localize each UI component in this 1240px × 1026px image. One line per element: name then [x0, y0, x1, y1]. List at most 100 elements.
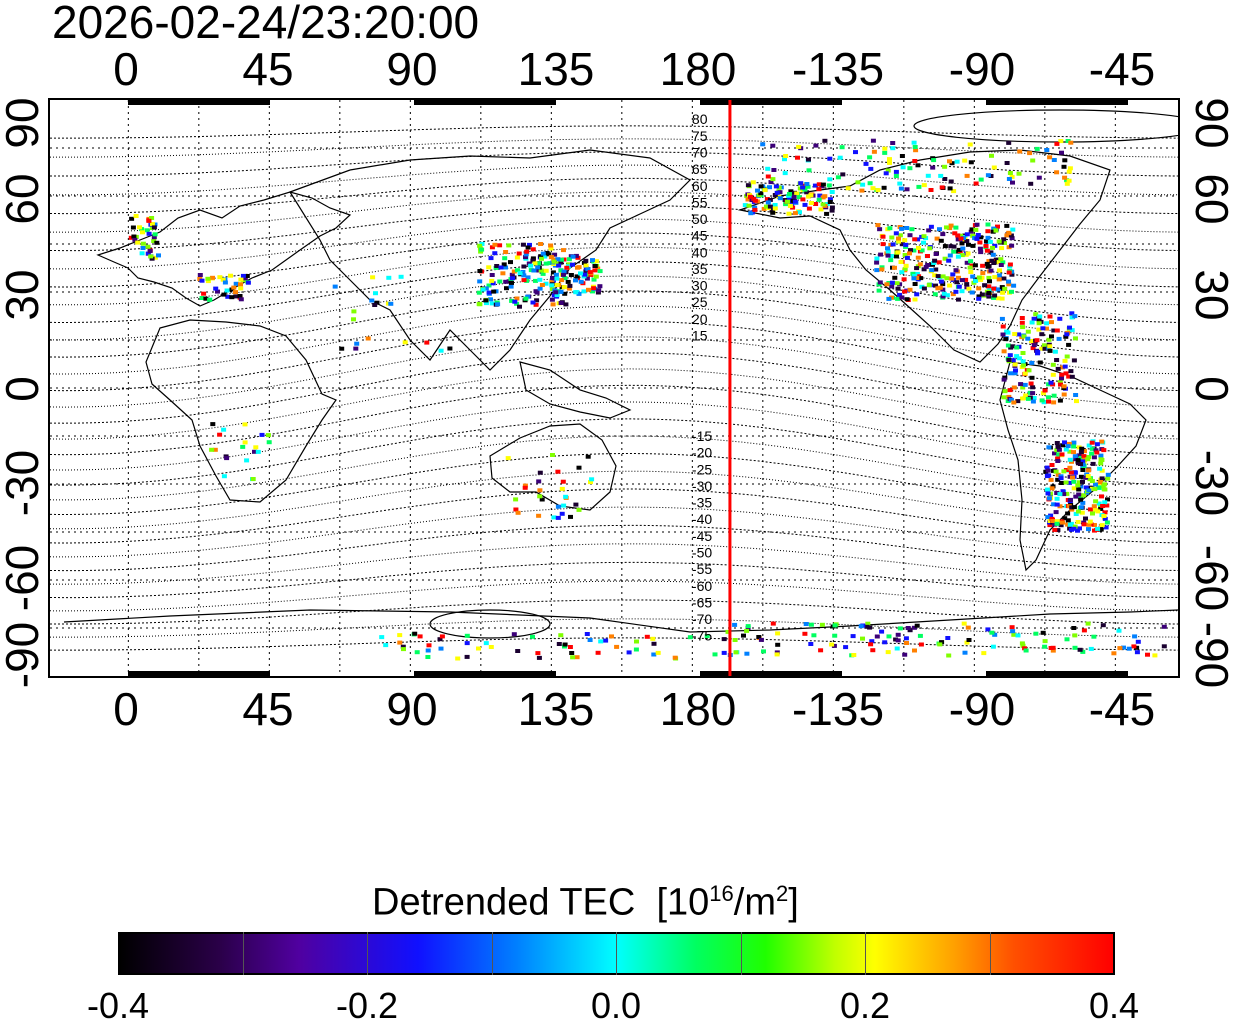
tec-sample: [486, 290, 492, 295]
tec-sample: [250, 477, 256, 481]
tec-sample: [573, 502, 579, 507]
tec-sample: [917, 262, 923, 267]
tec-sample: [145, 251, 151, 256]
tec-sample: [970, 274, 976, 279]
tec-sample: [238, 282, 243, 287]
tec-sample: [1016, 356, 1022, 361]
tec-sample: [1054, 502, 1060, 507]
tec-sample: [489, 273, 495, 277]
tec-sample: [135, 240, 141, 245]
tec-sample: [756, 635, 762, 639]
tec-sample: [351, 317, 356, 322]
tec-sample: [489, 278, 495, 283]
tec-sample: [953, 289, 959, 294]
tec-sample: [550, 270, 556, 275]
tec-sample: [593, 274, 599, 279]
tec-sample: [879, 629, 885, 634]
tec-sample: [915, 163, 921, 168]
tec-sample: [1075, 520, 1081, 524]
tec-sample: [1091, 455, 1097, 460]
tec-sample: [593, 259, 599, 264]
tec-sample: [1048, 513, 1054, 518]
tec-sample: [1064, 491, 1070, 496]
tec-sample: [581, 260, 587, 265]
tec-sample: [802, 187, 808, 192]
tec-sample: [583, 263, 589, 268]
tec-sample: [559, 486, 565, 491]
tec-sample: [732, 622, 738, 627]
contour-label: -45: [692, 528, 712, 544]
tec-sample: [1047, 344, 1053, 349]
tec-sample: [242, 422, 248, 427]
tec-sample: [1054, 328, 1060, 333]
tec-sample: [774, 190, 780, 195]
tec-sample: [845, 186, 851, 191]
tec-sample: [985, 235, 991, 240]
colorbar-unit-suffix: ]: [788, 881, 799, 924]
tec-sample: [537, 470, 543, 475]
tec-sample: [1002, 389, 1008, 394]
tec-sample: [899, 226, 905, 231]
tec-sample: [875, 188, 881, 193]
tec-sample: [887, 157, 892, 162]
tec-sample: [644, 634, 650, 639]
tec-sample: [933, 283, 938, 288]
tec-sample: [985, 229, 991, 234]
tec-sample: [912, 297, 918, 302]
tec-sample: [893, 231, 899, 236]
tec-sample: [1055, 472, 1061, 477]
tec-sample: [903, 242, 909, 247]
tec-sample: [555, 504, 561, 509]
colorbar-title: Detrended TEC [1016/m2]: [372, 872, 799, 925]
tec-sample: [551, 259, 557, 264]
tec-sample: [958, 236, 964, 241]
tec-sample: [1025, 396, 1031, 401]
tec-sample: [732, 638, 738, 642]
tec-sample: [761, 649, 766, 654]
top-lon-tick: 0: [113, 43, 139, 95]
tec-sample: [553, 272, 559, 277]
tec-sample: [1007, 262, 1013, 267]
tec-sample: [149, 222, 155, 226]
tec-sample: [1079, 446, 1085, 451]
tec-sample: [1009, 236, 1015, 241]
tec-sample: [1006, 231, 1012, 236]
bottom-lon-tick: 0: [113, 683, 139, 735]
tec-sample: [549, 297, 555, 302]
tec-sample: [1063, 334, 1069, 339]
tec-sample: [1051, 400, 1057, 405]
right-lat-tick: -90: [1186, 621, 1238, 689]
tec-sample: [942, 256, 948, 261]
tec-sample: [500, 271, 506, 276]
tec-sample: [829, 208, 835, 213]
tec-sample: [907, 166, 913, 171]
tec-sample: [1064, 181, 1070, 186]
tec-sample: [595, 650, 601, 655]
tec-sample: [222, 280, 228, 285]
tec-sample: [903, 636, 909, 641]
tec-sample: [1019, 641, 1025, 646]
tec-sample: [1019, 316, 1025, 320]
tec-sample: [762, 188, 768, 193]
tec-sample: [1022, 382, 1028, 387]
tec-sample: [745, 197, 751, 202]
tec-sample: [772, 203, 778, 207]
tec-sample: [893, 169, 899, 174]
tec-sample: [1085, 457, 1091, 462]
tec-sample: [140, 230, 145, 235]
tec-sample: [1102, 510, 1108, 515]
tec-sample: [1076, 445, 1082, 450]
tec-sample: [213, 286, 219, 291]
tec-sample: [244, 458, 250, 463]
tec-sample: [948, 179, 954, 184]
tec-sample: [1018, 382, 1024, 387]
tec-sample: [928, 224, 934, 229]
tec-sample: [968, 160, 974, 165]
tec-sample: [992, 243, 998, 248]
tec-sample: [1006, 279, 1011, 284]
tec-sample: [1047, 314, 1053, 319]
tec-sample: [896, 239, 902, 244]
tec-sample: [1061, 384, 1067, 389]
tec-sample: [199, 296, 205, 300]
tec-sample: [1099, 523, 1105, 528]
